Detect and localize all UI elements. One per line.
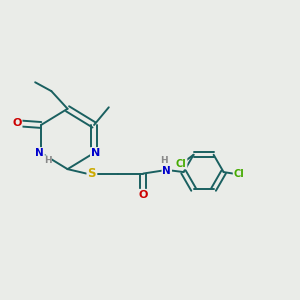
- Text: H: H: [44, 156, 51, 165]
- Text: Cl: Cl: [233, 169, 244, 178]
- Text: N: N: [91, 148, 100, 158]
- Text: Cl: Cl: [176, 159, 187, 169]
- Text: S: S: [88, 167, 96, 180]
- Text: N: N: [162, 166, 171, 176]
- Text: O: O: [139, 190, 148, 200]
- Text: H: H: [160, 156, 168, 165]
- Text: N: N: [35, 148, 44, 158]
- Text: O: O: [12, 118, 22, 128]
